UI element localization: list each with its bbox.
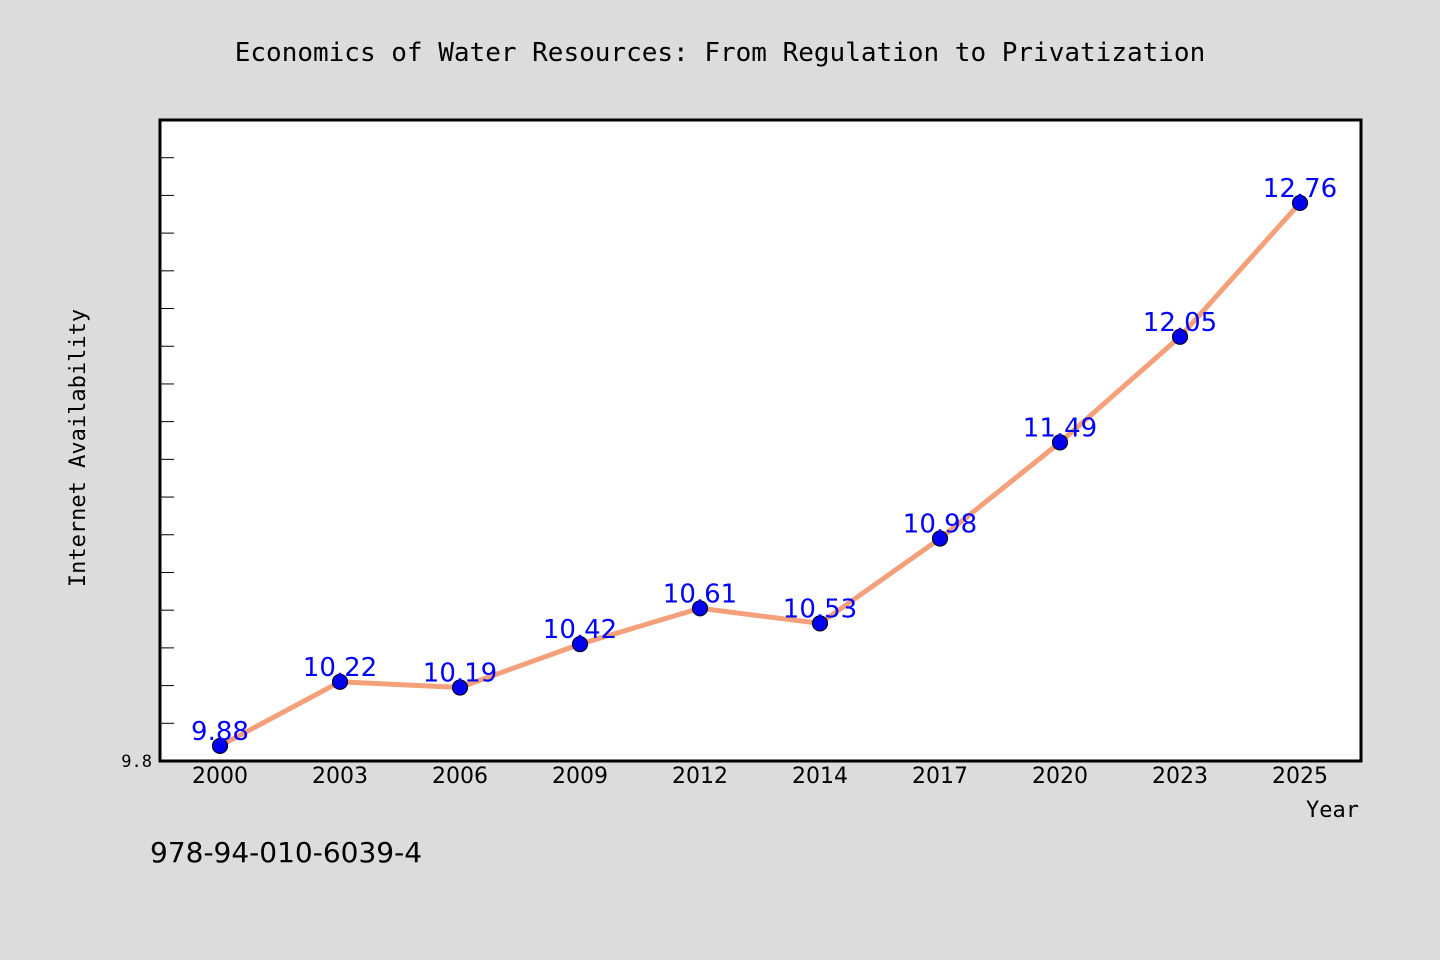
data-label: 10.19 bbox=[423, 658, 497, 688]
series-line bbox=[217, 200, 1303, 749]
series-line-group bbox=[217, 200, 1303, 749]
data-point-marker bbox=[211, 737, 229, 755]
data-point-marker bbox=[1171, 328, 1189, 345]
data-label: 12.76 bbox=[1263, 174, 1337, 204]
x-tick-label: 2020 bbox=[1032, 764, 1088, 789]
data-point-marker bbox=[451, 679, 469, 696]
data-point-marker bbox=[571, 636, 589, 653]
x-tick-label: 2003 bbox=[312, 764, 368, 789]
data-label: 10.22 bbox=[303, 653, 377, 683]
y-axis-label: Internet Availability bbox=[66, 309, 91, 587]
x-tick-label: 2017 bbox=[912, 764, 968, 789]
x-tick-labels-group: 2000 2003 2006 2009 2012 2014 2017 2020 2023 2025 bbox=[192, 764, 1328, 789]
x-tick-label: 2012 bbox=[672, 764, 728, 789]
data-point-marker bbox=[691, 600, 709, 617]
chart-title: Economics of Water Resources: From Regul… bbox=[235, 38, 1206, 68]
plot-frame bbox=[158, 118, 1363, 763]
x-tick-label: 2023 bbox=[1152, 764, 1208, 789]
isbn-annotation: 978-94-010-6039-4 bbox=[150, 836, 422, 869]
data-label: 10.98 bbox=[903, 510, 977, 540]
x-tick-label: 2014 bbox=[792, 764, 848, 789]
data-label: 11.49 bbox=[1023, 413, 1097, 443]
series-markers-group bbox=[211, 194, 1309, 755]
y-tick-marks bbox=[160, 157, 174, 724]
data-label: 9.88 bbox=[191, 717, 249, 747]
data-label: 10.53 bbox=[783, 594, 857, 624]
y-tick-label: 9.8 bbox=[121, 752, 152, 772]
x-tick-label: 2025 bbox=[1272, 764, 1328, 789]
data-point-marker bbox=[1051, 434, 1069, 451]
data-point-marker bbox=[1291, 194, 1309, 212]
data-point-marker bbox=[931, 530, 949, 547]
data-label: 10.61 bbox=[663, 579, 737, 609]
data-labels-group: 9.88 10.22 10.19 10.42 10.61 10.53 10.98 11.49 1… bbox=[191, 174, 1337, 747]
x-axis-label: Year bbox=[1306, 798, 1359, 823]
plot-area bbox=[160, 120, 1361, 761]
data-label: 12.05 bbox=[1143, 308, 1217, 338]
data-point-marker bbox=[331, 673, 349, 690]
x-tick-label: 2006 bbox=[432, 764, 488, 789]
x-tick-label: 2000 bbox=[192, 764, 248, 789]
data-point-marker bbox=[811, 615, 829, 632]
data-label: 10.42 bbox=[543, 615, 617, 645]
x-tick-label: 2009 bbox=[552, 764, 608, 789]
